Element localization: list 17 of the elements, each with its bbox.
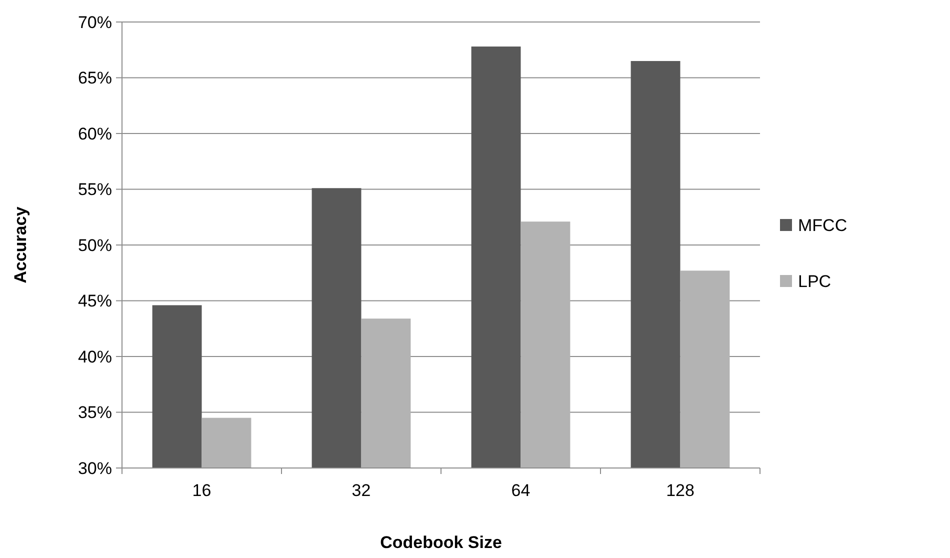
y-tick-label: 40% [78,347,112,366]
x-tick-label: 32 [352,481,371,500]
legend-label: MFCC [798,216,848,235]
x-tick-label: 64 [511,481,530,500]
x-axis-title: Codebook Size [380,533,502,552]
legend-label: LPC [798,272,832,291]
x-tick-label: 128 [666,481,694,500]
y-tick-label: 55% [78,180,112,200]
y-axis-title: Accuracy [11,206,30,284]
x-tick-label: 16 [192,481,212,500]
y-tick-label: 60% [78,124,112,144]
y-tick-label: 35% [78,403,112,422]
y-tick-label: 45% [78,292,112,311]
y-tick-label: 65% [78,68,112,88]
y-tick-label: 30% [78,458,112,478]
y-tick-label: 70% [78,12,112,32]
y-tick-label: 50% [78,236,112,255]
